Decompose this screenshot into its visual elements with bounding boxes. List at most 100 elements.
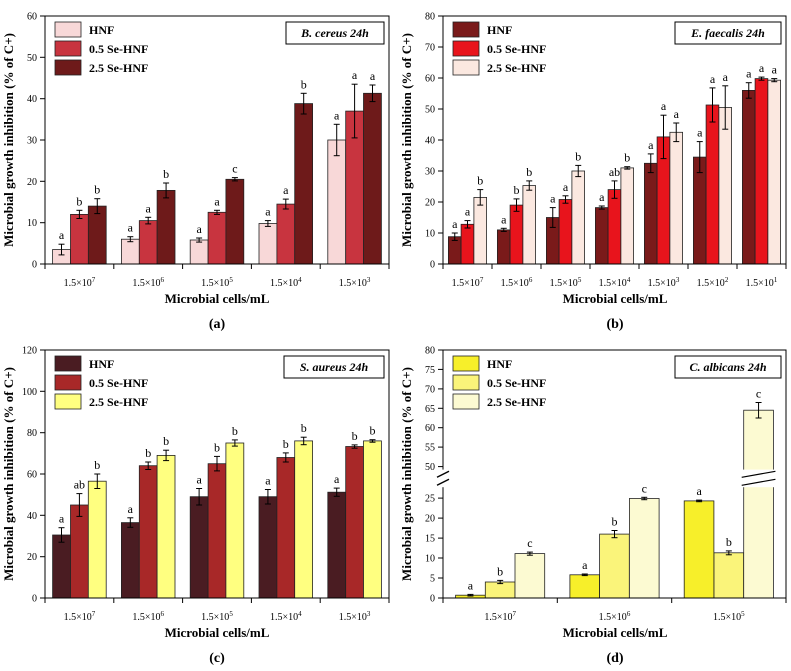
y-tick-label: 60 — [27, 12, 37, 23]
legend-label: 2.5 Se-HNF — [89, 395, 148, 409]
significance-letter: c — [232, 162, 237, 176]
bar — [225, 442, 245, 599]
bar — [258, 223, 278, 265]
legend-swatch — [54, 374, 82, 391]
bar — [595, 207, 609, 265]
legend-label: 0.5 Se-HNF — [487, 376, 546, 390]
x-tick-label: 1.5×105 — [713, 610, 745, 623]
significance-letter: b — [497, 564, 503, 578]
significance-letter: a — [696, 484, 702, 498]
title-box — [674, 21, 782, 45]
y-tick-label: 0 — [430, 260, 435, 271]
bar — [138, 465, 158, 599]
bar — [294, 440, 314, 599]
significance-letter: b — [526, 165, 532, 179]
bar — [207, 463, 227, 599]
y-tick-label: 20 — [425, 198, 435, 209]
x-tick-label: 1.5×107 — [452, 276, 484, 289]
y-axis-label: Microbial growth inhibition (% of C+) — [1, 367, 16, 581]
x-tick-label: 1.5×105 — [550, 276, 582, 289]
significance-letter: b — [163, 434, 169, 448]
bar — [70, 504, 89, 599]
y-tick-label: 70 — [425, 43, 435, 54]
bar — [294, 103, 314, 265]
y-tick-label: 60 — [27, 470, 37, 481]
bar — [693, 156, 707, 265]
y-tick-label: 60 — [425, 423, 435, 434]
y-axis-label: Microbial growth inhibition (% of C+) — [1, 33, 16, 247]
y-tick-label: 20 — [425, 514, 435, 525]
significance-letter: b — [477, 174, 483, 188]
significance-letter: c — [642, 481, 647, 495]
x-tick-label: 1.5×107 — [64, 276, 96, 289]
y-tick-label: 50 — [27, 53, 37, 64]
significance-letter: a — [746, 67, 752, 81]
bar — [276, 203, 296, 265]
bar — [327, 491, 347, 599]
panel-label: (b) — [606, 317, 623, 332]
legend-swatch — [54, 21, 82, 38]
bar — [509, 204, 524, 265]
bar-break-gap — [742, 469, 775, 488]
significance-letter: ab — [74, 478, 85, 492]
significance-letter: a — [334, 472, 340, 486]
bar — [767, 79, 782, 265]
significance-letter: a — [465, 205, 471, 219]
y-tick-label: 15 — [425, 534, 435, 545]
significance-letter: a — [334, 108, 340, 122]
chart-title: E. faecalis 24h — [690, 26, 765, 40]
bar — [156, 189, 176, 265]
y-tick-label: 50 — [425, 105, 435, 116]
x-axis-label: Microbial cells/mL — [165, 625, 270, 640]
legend-label: HNF — [89, 23, 114, 37]
x-axis-label: Microbial cells/mL — [563, 291, 668, 306]
bar — [705, 104, 720, 265]
bar — [363, 92, 382, 265]
y-tick-label: 10 — [27, 218, 37, 229]
bar — [207, 211, 227, 265]
bar — [138, 220, 158, 265]
significance-letter: a — [648, 138, 654, 152]
significance-letter: a — [196, 473, 202, 487]
chart-title: B. cereus 24h — [300, 26, 369, 40]
legend-swatch — [452, 355, 480, 372]
bar — [514, 553, 546, 599]
x-tick-label: 1.5×103 — [339, 276, 371, 289]
legend-swatch — [452, 374, 480, 391]
significance-letter: a — [759, 61, 765, 75]
title-box — [285, 21, 385, 45]
significance-letter: a — [582, 558, 588, 572]
bar — [743, 409, 774, 599]
significance-letter: b — [612, 515, 618, 529]
significance-letter: b — [283, 437, 289, 451]
y-tick-label: 30 — [27, 136, 37, 147]
significance-letter: a — [468, 578, 474, 592]
chart-title: S. aureus 24h — [300, 360, 369, 374]
y-tick-label: 40 — [425, 136, 435, 147]
x-tick-label: 1.5×103 — [648, 276, 680, 289]
bar — [156, 454, 176, 599]
legend-swatch — [452, 59, 480, 76]
legend-swatch — [54, 355, 82, 372]
y-tick-label: 70 — [425, 384, 435, 395]
bar — [189, 239, 209, 265]
x-tick-label: 1.5×105 — [201, 610, 233, 623]
legend-swatch — [452, 21, 480, 38]
significance-letter: b — [369, 424, 375, 438]
legend-label: 2.5 Se-HNF — [89, 61, 148, 75]
chart-title: C. albicans 24h — [689, 360, 766, 374]
bar — [713, 552, 745, 599]
bar — [87, 205, 107, 265]
legend-swatch — [54, 40, 82, 57]
bar — [121, 238, 140, 265]
significance-letter: b — [76, 194, 82, 208]
significance-letter: a — [599, 190, 605, 204]
title-box — [674, 355, 782, 379]
significance-letter: a — [196, 222, 202, 236]
legend-label: 2.5 Se-HNF — [487, 61, 546, 75]
legend-label: 2.5 Se-HNF — [487, 395, 546, 409]
x-tick-label: 1.5×105 — [201, 276, 233, 289]
significance-letter: a — [59, 228, 65, 242]
significance-letter: b — [232, 424, 238, 438]
